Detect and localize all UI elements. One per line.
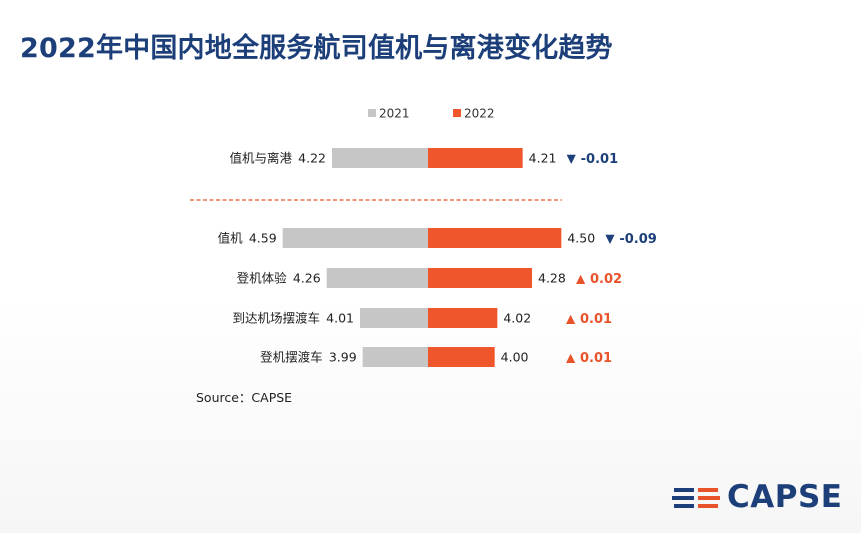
bar-2021-4 bbox=[362, 347, 428, 367]
category-label-0: 值机与离港 bbox=[229, 151, 292, 166]
bar-2022-4 bbox=[428, 347, 495, 367]
value-label-2022-4: 4.00 bbox=[501, 350, 529, 365]
value-label-2021-2: 4.26 bbox=[293, 271, 321, 286]
bar-2021-2 bbox=[326, 268, 428, 288]
bar-2022-0 bbox=[428, 148, 523, 168]
value-label-2022-0: 4.21 bbox=[529, 151, 557, 166]
logo-text: CAPSE bbox=[727, 479, 843, 515]
change-up-icon-2: ▲ bbox=[576, 272, 586, 286]
change-label-1: -0.09 bbox=[619, 232, 656, 247]
category-label-1: 值机 bbox=[218, 231, 244, 246]
bar-2022-2 bbox=[428, 268, 532, 288]
legend-label-2022: 2022 bbox=[464, 107, 495, 121]
category-label-3: 到达机场摆渡车 bbox=[232, 311, 320, 326]
change-up-icon-3: ▲ bbox=[566, 312, 576, 326]
change-label-2: 0.02 bbox=[590, 272, 622, 287]
value-label-2021-0: 4.22 bbox=[298, 151, 326, 166]
change-label-3: 0.01 bbox=[580, 312, 612, 327]
value-label-2022-2: 4.28 bbox=[538, 271, 566, 286]
value-label-2021-3: 4.01 bbox=[326, 311, 354, 326]
category-label-2: 登机体验 bbox=[237, 271, 288, 286]
bar-2021-0 bbox=[332, 148, 428, 168]
change-down-icon-0: ▼ bbox=[567, 152, 577, 166]
category-label-4: 登机摆渡车 bbox=[260, 350, 323, 365]
capse-logo: CAPSE bbox=[672, 479, 852, 523]
change-label-0: -0.01 bbox=[581, 152, 618, 167]
bar-2022-3 bbox=[428, 308, 498, 328]
legend-label-2021: 2021 bbox=[379, 107, 410, 121]
logo-mark-icon bbox=[672, 488, 720, 508]
bar-2021-3 bbox=[360, 308, 428, 328]
change-up-icon-4: ▲ bbox=[566, 351, 576, 365]
bar-2021-1 bbox=[282, 228, 428, 248]
legend-swatch-2021 bbox=[368, 109, 376, 117]
bar-2022-1 bbox=[428, 228, 562, 248]
value-label-2022-3: 4.02 bbox=[503, 311, 531, 326]
source-note: Source：CAPSE bbox=[196, 390, 293, 405]
change-label-4: 0.01 bbox=[580, 351, 612, 366]
value-label-2021-1: 4.59 bbox=[249, 231, 277, 246]
value-label-2021-4: 3.99 bbox=[329, 350, 357, 365]
change-down-icon-1: ▼ bbox=[605, 232, 615, 246]
page-title: 2022年中国内地全服务航司值机与离港变化趋势 bbox=[20, 33, 613, 64]
legend-swatch-2022 bbox=[453, 109, 461, 117]
value-label-2022-1: 4.50 bbox=[567, 231, 595, 246]
